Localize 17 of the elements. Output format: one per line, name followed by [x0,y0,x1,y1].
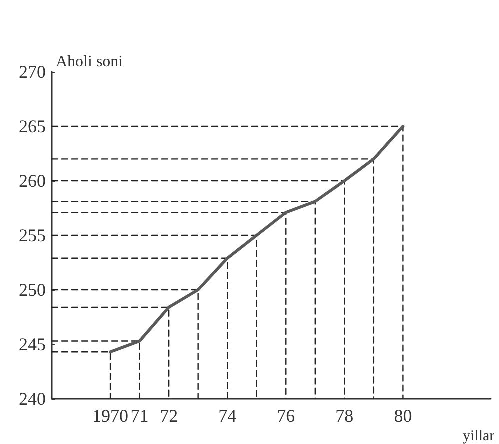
x-tick-label: 78 [336,406,354,426]
x-tick-label: 74 [218,406,237,426]
x-axis-title: yillar [463,428,495,444]
x-tick-label: 71 [130,406,149,426]
y-tick-label: 240 [19,389,46,409]
y-axis-title: Aholi soni [56,54,124,70]
y-tick-label: 260 [19,171,46,191]
x-tick-label: 80 [394,406,412,426]
y-tick-label: 245 [19,334,46,354]
y-tick-label: 250 [19,280,46,300]
x-tick-label: 72 [160,406,178,426]
x-tick-label: 1970 [92,406,129,426]
x-tick-label: 76 [277,406,296,426]
line-series [109,125,405,354]
y-tick-label: 255 [19,226,46,246]
y-tick-label: 265 [19,116,46,136]
y-tick-label: 270 [19,62,46,82]
